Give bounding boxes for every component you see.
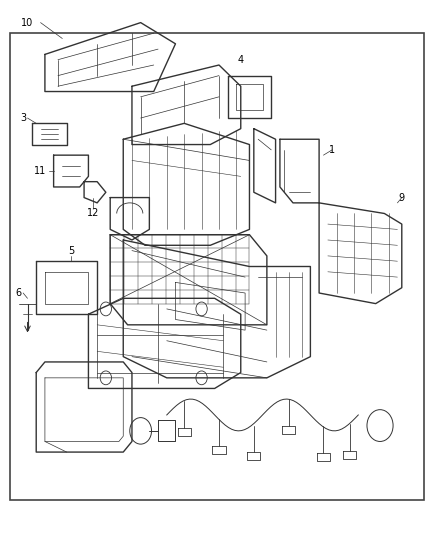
Text: 9: 9 (399, 192, 405, 203)
Text: 10: 10 (21, 18, 34, 28)
Text: 4: 4 (238, 55, 244, 64)
Text: 12: 12 (87, 208, 99, 219)
Text: 3: 3 (20, 113, 26, 123)
Text: 5: 5 (68, 246, 74, 256)
Text: 11: 11 (35, 166, 47, 176)
Text: 1: 1 (329, 145, 335, 155)
Text: 6: 6 (16, 288, 22, 298)
